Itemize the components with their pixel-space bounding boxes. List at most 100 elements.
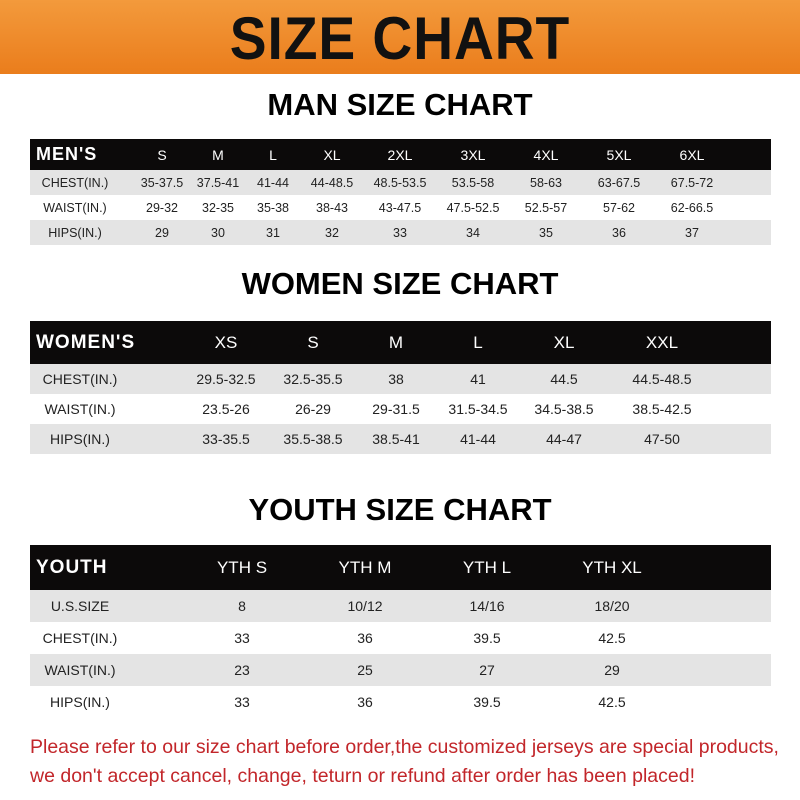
- size-header: 4XL: [533, 146, 559, 163]
- size-header: YTH S: [216, 557, 268, 577]
- table-cell: 67.5-72: [670, 175, 714, 190]
- table-cell: 33: [393, 225, 407, 240]
- table-title-cell: YOUTH: [36, 556, 108, 578]
- table-row: WAIST(IN.) 23 25 27 29: [30, 654, 771, 686]
- table-row: U.S.SIZE 8 10/12 14/16 18/20: [30, 590, 771, 622]
- measure-label: CHEST(IN.): [42, 630, 118, 646]
- table-row: WAIST(IN.) 23.5-26 26-29 29-31.5 31.5-34.5 34…: [30, 394, 771, 424]
- size-header: XL: [553, 332, 575, 352]
- table-cell: 44.5: [550, 371, 578, 387]
- measure-label: U.S.SIZE: [50, 598, 110, 614]
- table-cell: 48.5-53.5: [373, 175, 427, 190]
- table-cell: 38.5-41: [372, 431, 420, 447]
- table-header-row: MEN'S S M L XL 2XL 3XL 4XL 5XL 6XL: [30, 139, 771, 170]
- table-cell: 44-47: [546, 431, 582, 447]
- table-cell: 41: [470, 371, 486, 387]
- table-cell: 63-67.5: [597, 175, 641, 190]
- men-size-table: MEN'S S M L XL 2XL 3XL 4XL 5XL 6XL CHEST(IN.) 35-37…: [30, 139, 771, 245]
- table-title-cell: MEN'S: [36, 144, 98, 164]
- table-cell: 57-62: [603, 200, 635, 215]
- table-cell: 32: [325, 225, 339, 240]
- table-cell: 27: [479, 662, 495, 678]
- table-cell: 47.5-52.5: [446, 200, 500, 215]
- table-cell: 35-37.5: [140, 175, 184, 190]
- table-cell: 23.5-26: [202, 401, 250, 417]
- women-size-table: WOMEN'S XS S M L XL XXL CHEST(IN.) 29.5-32.5 32.5…: [30, 321, 771, 454]
- measure-label: HIPS(IN.): [48, 225, 102, 240]
- measure-label: WAIST(IN.): [44, 662, 116, 678]
- table-cell: 39.5: [473, 630, 501, 646]
- measure-label: CHEST(IN.): [42, 371, 118, 387]
- disclaimer-line-2: we don't accept cancel, change, teturn o…: [30, 765, 695, 787]
- size-header: XS: [214, 332, 238, 352]
- table-cell: 41-44: [460, 431, 496, 447]
- table-header-row: WOMEN'S XS S M L XL XXL: [30, 321, 771, 364]
- size-header: S: [157, 146, 167, 163]
- table-cell: 47-50: [644, 431, 680, 447]
- measure-label: WAIST(IN.): [44, 401, 116, 417]
- banner: SIZE CHART: [0, 0, 800, 74]
- table-cell: 32-35: [202, 200, 234, 215]
- table-row: CHEST(IN.) 29.5-32.5 32.5-35.5 38 41 44.5 44.5…: [30, 364, 771, 394]
- measure-label: WAIST(IN.): [43, 200, 107, 215]
- table-row: CHEST(IN.) 35-37.5 37.5-41 41-44 44-48.5 48.5…: [30, 170, 771, 195]
- youth-title: YOUTH SIZE CHART: [248, 492, 552, 527]
- table-cell: 43-47.5: [378, 200, 422, 215]
- table-cell: 42.5: [598, 694, 626, 710]
- table-row: HIPS(IN.) 33 36 39.5 42.5: [30, 686, 771, 718]
- table-cell: 36: [612, 225, 626, 240]
- size-header: XXL: [645, 332, 679, 352]
- table-cell: 8: [238, 598, 246, 614]
- size-header: L: [473, 332, 483, 352]
- disclaimer: Please refer to our size chart before or…: [30, 733, 790, 791]
- youth-size-table: YOUTH YTH S YTH M YTH L YTH XL U.S.SIZE 8 10/12…: [30, 545, 771, 718]
- table-cell: 38-43: [316, 200, 348, 215]
- table-row: CHEST(IN.) 33 36 39.5 42.5: [30, 622, 771, 654]
- table-cell: 33: [234, 694, 250, 710]
- table-cell: 44.5-48.5: [632, 371, 692, 387]
- table-cell: 32.5-35.5: [283, 371, 343, 387]
- table-cell: 42.5: [598, 630, 626, 646]
- size-header: 6XL: [679, 146, 705, 163]
- table-cell: 14/16: [469, 598, 505, 614]
- table-cell: 37: [685, 225, 699, 240]
- table-header-row: YOUTH YTH S YTH M YTH L YTH XL: [30, 545, 771, 590]
- table-cell: 33: [234, 630, 250, 646]
- table-cell: 44-48.5: [310, 175, 354, 190]
- disclaimer-line-1: Please refer to our size chart before or…: [30, 736, 779, 758]
- size-header: YTH M: [338, 557, 392, 577]
- measure-label: HIPS(IN.): [50, 431, 110, 447]
- table-cell: 29.5-32.5: [196, 371, 256, 387]
- size-header: 2XL: [387, 146, 413, 163]
- measure-label: CHEST(IN.): [41, 175, 109, 190]
- table-title-cell: WOMEN'S: [36, 331, 136, 353]
- table-cell: 33-35.5: [202, 431, 250, 447]
- table-cell: 36: [357, 694, 373, 710]
- banner-title: SIZE CHART: [229, 5, 571, 72]
- size-header: YTH XL: [582, 557, 642, 577]
- size-header: 3XL: [460, 146, 486, 163]
- table-cell: 53.5-58: [451, 175, 495, 190]
- table-cell: 58-63: [530, 175, 562, 190]
- table-cell: 29-31.5: [372, 401, 420, 417]
- table-cell: 31: [266, 225, 280, 240]
- table-cell: 34: [466, 225, 480, 240]
- table-cell: 41-44: [257, 175, 289, 190]
- table-cell: 26-29: [295, 401, 331, 417]
- table-cell: 29-32: [146, 200, 178, 215]
- table-cell: 18/20: [594, 598, 630, 614]
- table-cell: 29: [604, 662, 620, 678]
- table-row: HIPS(IN.) 33-35.5 35.5-38.5 38.5-41 41-44 44-…: [30, 424, 771, 454]
- table-cell: 62-66.5: [670, 200, 714, 215]
- table-cell: 10/12: [347, 598, 383, 614]
- table-cell: 25: [357, 662, 373, 678]
- size-header: L: [269, 146, 277, 163]
- table-cell: 34.5-38.5: [534, 401, 594, 417]
- table-cell: 38.5-42.5: [632, 401, 692, 417]
- measure-label: HIPS(IN.): [50, 694, 110, 710]
- table-cell: 23: [234, 662, 250, 678]
- table-cell: 35: [539, 225, 553, 240]
- table-cell: 52.5-57: [524, 200, 568, 215]
- size-header: XL: [323, 146, 341, 163]
- table-cell: 37.5-41: [196, 175, 240, 190]
